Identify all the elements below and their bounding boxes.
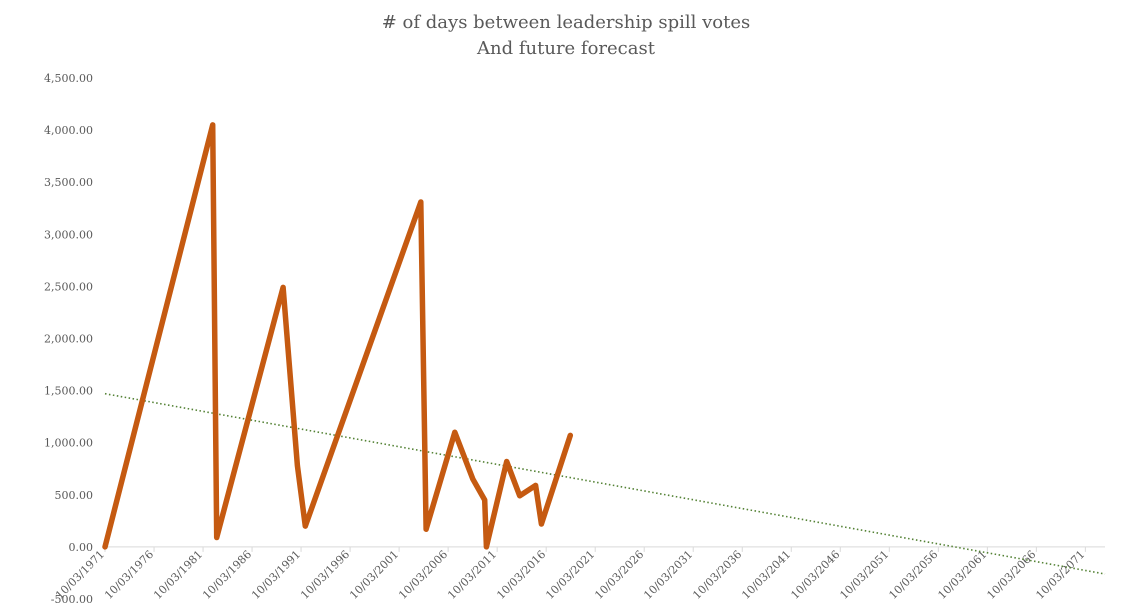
x-tick-label: 10/03/1986 (200, 548, 254, 602)
x-tick-label: 10/03/2051 (837, 548, 891, 602)
y-tick-label: 4,000.00 (44, 124, 93, 137)
x-tick-label: 10/03/2066 (984, 548, 1038, 602)
x-tick-label: 10/03/1981 (151, 548, 205, 602)
chart-title: # of days between leadership spill votes (381, 12, 751, 33)
x-tick-label: 10/03/1976 (102, 548, 156, 602)
x-tick-label: 10/03/2016 (494, 548, 548, 602)
x-tick-label: 10/03/1991 (249, 548, 303, 602)
y-tick-label: -500.00 (51, 593, 93, 606)
x-tick-label: 10/03/2011 (445, 548, 499, 602)
trendline (104, 392, 1106, 575)
y-tick-label: 1,500.00 (44, 385, 93, 398)
x-tick-label: 10/03/2061 (935, 548, 989, 602)
x-tick-label: 10/03/1996 (298, 548, 352, 602)
y-tick-label: 0.00 (69, 541, 94, 554)
x-tick-label: 10/03/2041 (739, 548, 793, 602)
y-tick-label: 3,500.00 (44, 176, 93, 189)
x-tick-label: 10/03/2001 (347, 548, 401, 602)
y-tick-label: 500.00 (55, 489, 94, 502)
y-tick-label: 3,000.00 (44, 228, 93, 241)
x-tick-label: 10/03/2021 (543, 548, 597, 602)
y-tick-label: 1,000.00 (44, 437, 93, 450)
x-tick-label: 10/03/2046 (788, 548, 842, 602)
series-line (102, 122, 574, 550)
x-tick-label: 10/03/2031 (641, 548, 695, 602)
y-tick-label: 4,500.00 (44, 72, 93, 85)
x-tick-label: 10/03/2071 (1033, 548, 1087, 602)
x-tick-label: 10/03/2056 (886, 548, 940, 602)
y-tick-label: 2,500.00 (44, 280, 93, 293)
y-tick-label: 2,000.00 (44, 333, 93, 346)
x-tick-label: 10/03/2026 (592, 548, 646, 602)
chart-subtitle: And future forecast (477, 38, 655, 59)
x-tick-label: 10/03/2006 (396, 548, 450, 602)
x-tick-label: 10/03/2036 (690, 548, 744, 602)
